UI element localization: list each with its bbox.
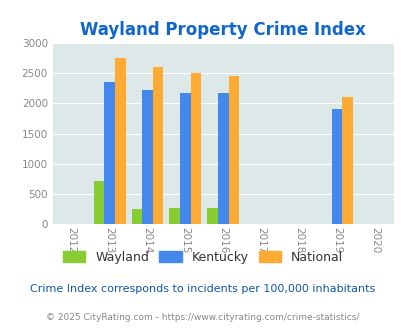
Text: Crime Index corresponds to incidents per 100,000 inhabitants: Crime Index corresponds to incidents per… xyxy=(30,284,375,294)
Bar xyxy=(341,97,352,224)
Bar xyxy=(228,76,239,224)
Text: © 2025 CityRating.com - https://www.cityrating.com/crime-statistics/: © 2025 CityRating.com - https://www.city… xyxy=(46,313,359,322)
Bar xyxy=(331,110,341,224)
Bar xyxy=(131,209,142,224)
Bar xyxy=(142,90,152,224)
Bar xyxy=(104,82,115,224)
Bar xyxy=(152,67,163,224)
Bar xyxy=(207,208,217,224)
Bar xyxy=(115,58,125,224)
Bar xyxy=(180,93,190,224)
Title: Wayland Property Crime Index: Wayland Property Crime Index xyxy=(80,20,365,39)
Bar xyxy=(217,93,228,224)
Legend: Wayland, Kentucky, National: Wayland, Kentucky, National xyxy=(59,247,346,268)
Bar xyxy=(169,208,180,224)
Bar xyxy=(94,181,104,224)
Bar xyxy=(190,73,201,224)
